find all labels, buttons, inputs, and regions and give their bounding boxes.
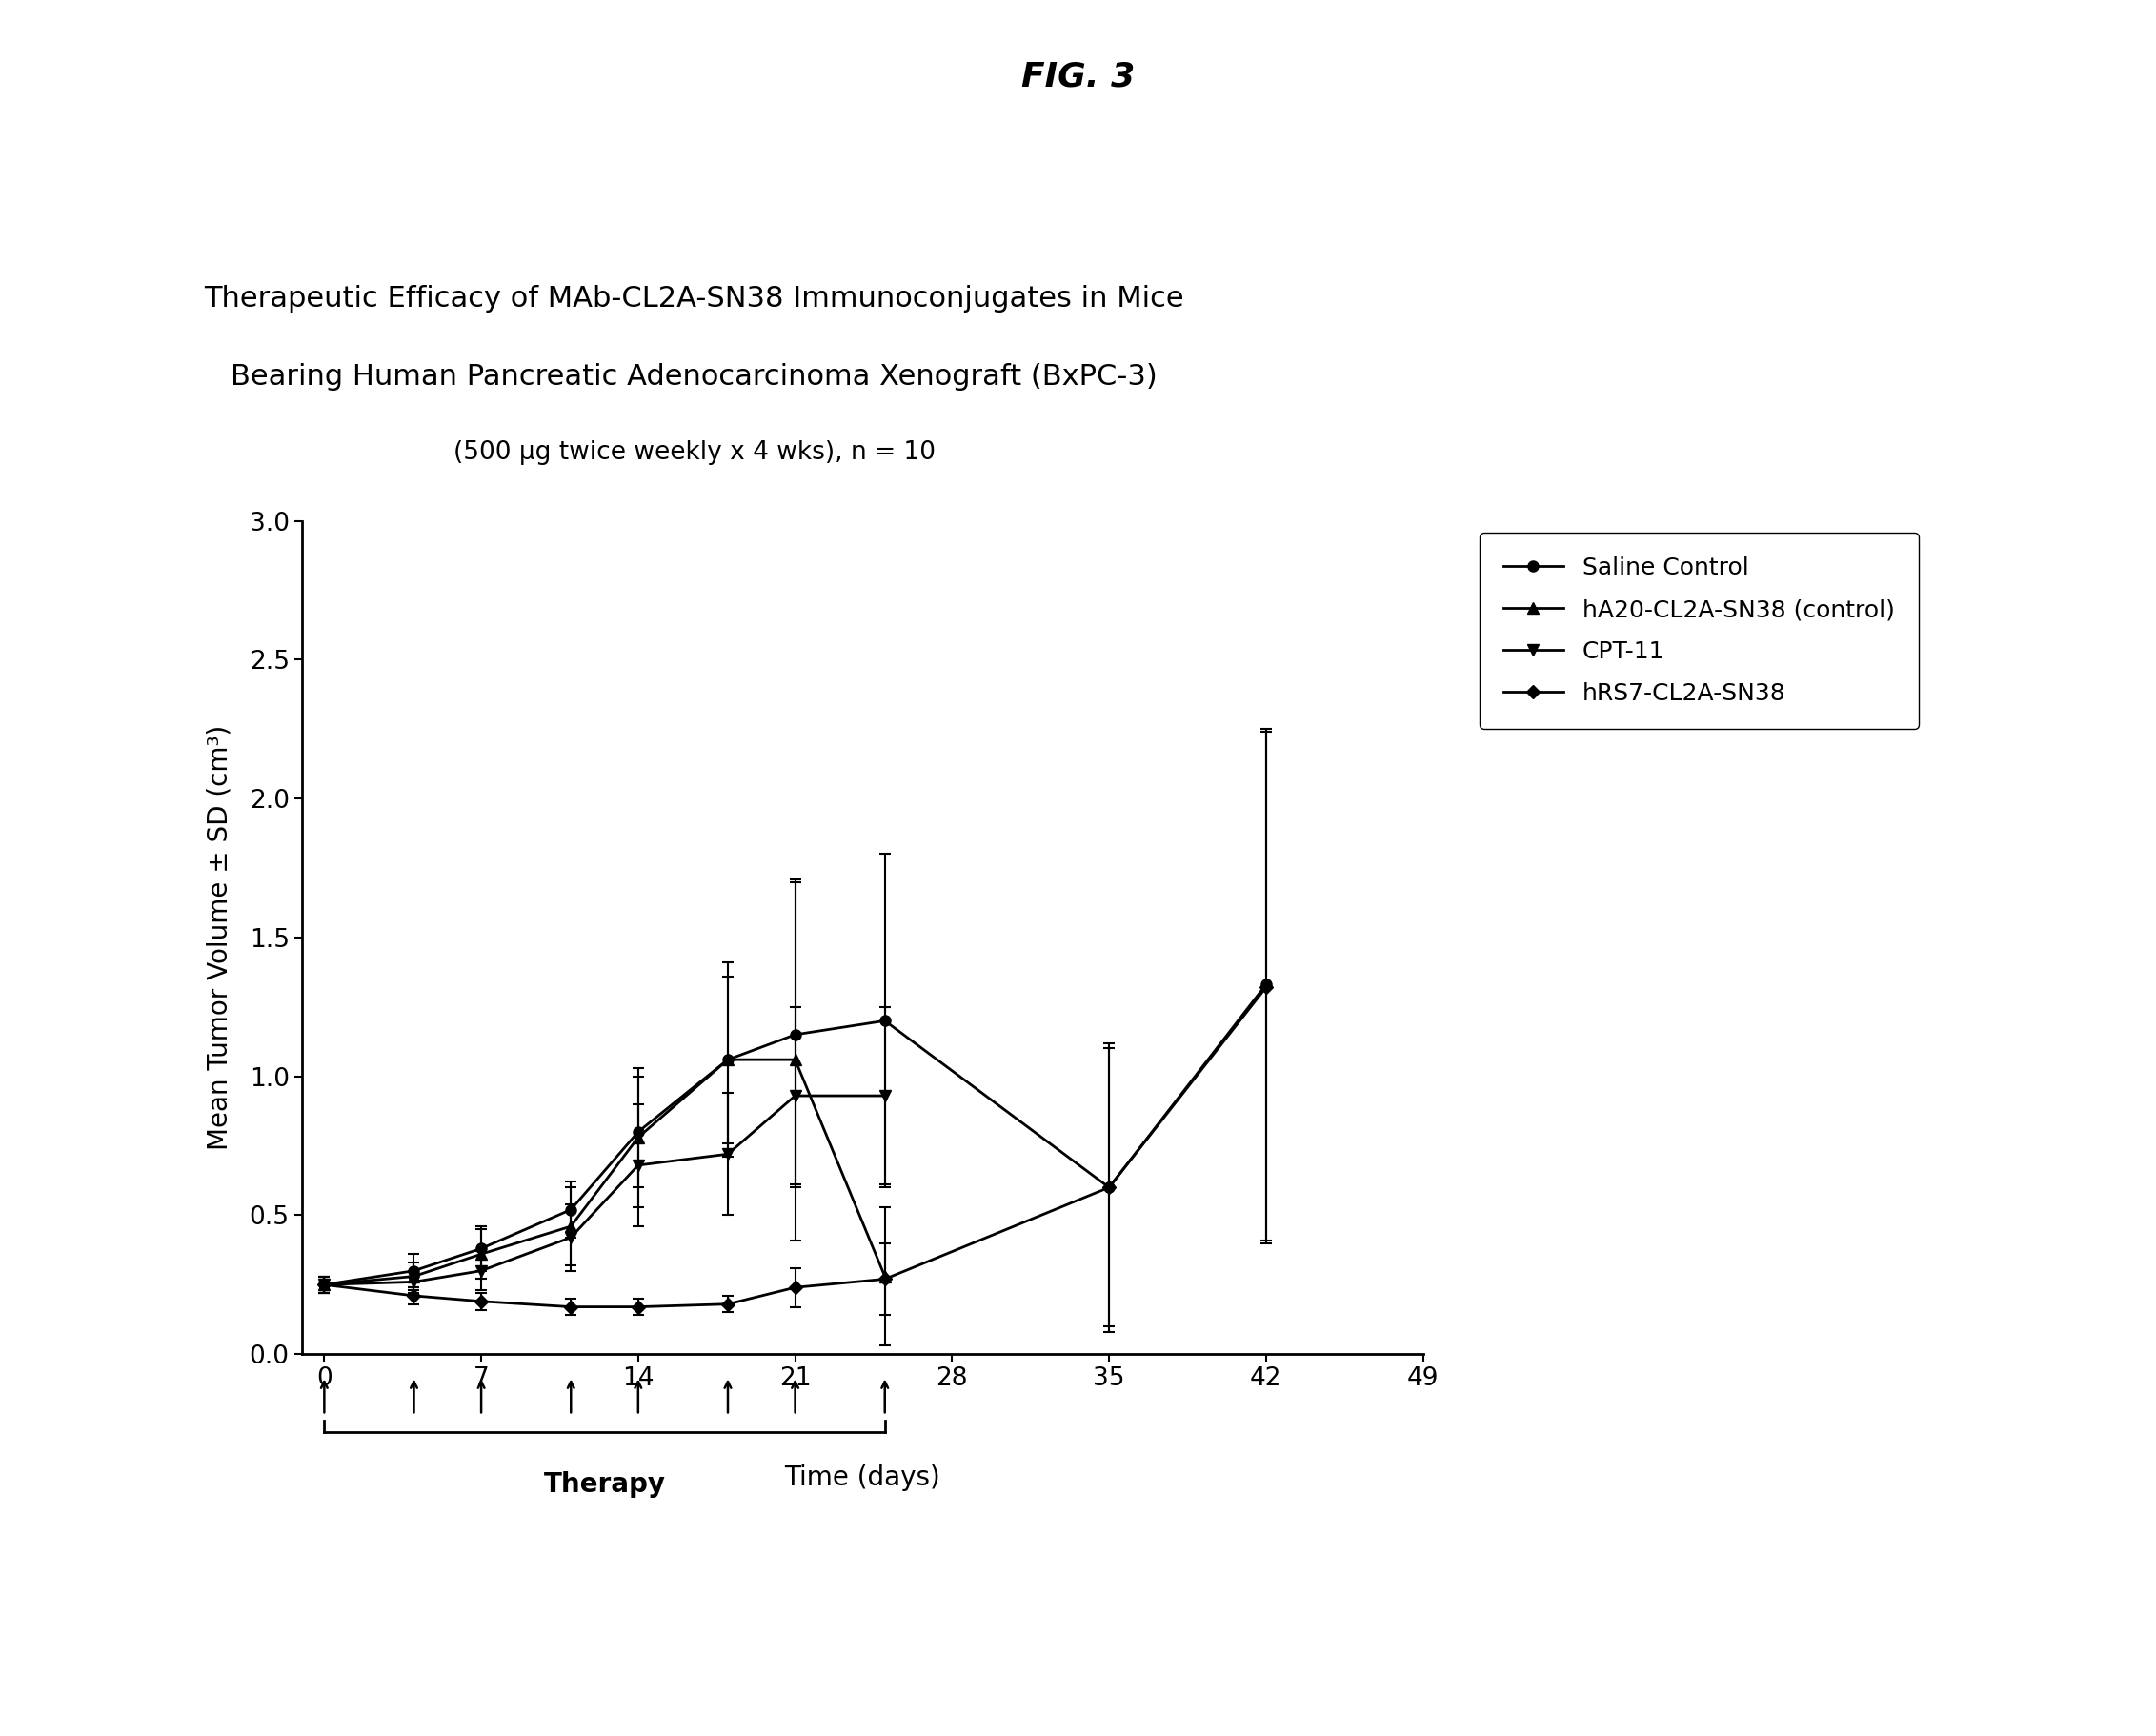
Text: FIG. 3: FIG. 3 [1022,61,1134,94]
Text: Therapy: Therapy [543,1470,666,1498]
Text: Bearing Human Pancreatic Adenocarcinoma Xenograft (BxPC-3): Bearing Human Pancreatic Adenocarcinoma … [231,363,1158,391]
Text: (500 μg twice weekly x 4 wks), n = 10: (500 μg twice weekly x 4 wks), n = 10 [453,441,936,465]
X-axis label: Time (days): Time (days) [785,1463,940,1491]
Text: Therapeutic Efficacy of MAb-CL2A-SN38 Immunoconjugates in Mice: Therapeutic Efficacy of MAb-CL2A-SN38 Im… [205,285,1184,312]
Y-axis label: Mean Tumor Volume ± SD (cm³): Mean Tumor Volume ± SD (cm³) [207,726,233,1149]
Legend: Saline Control, hA20-CL2A-SN38 (control), CPT-11, hRS7-CL2A-SN38: Saline Control, hA20-CL2A-SN38 (control)… [1479,533,1919,729]
